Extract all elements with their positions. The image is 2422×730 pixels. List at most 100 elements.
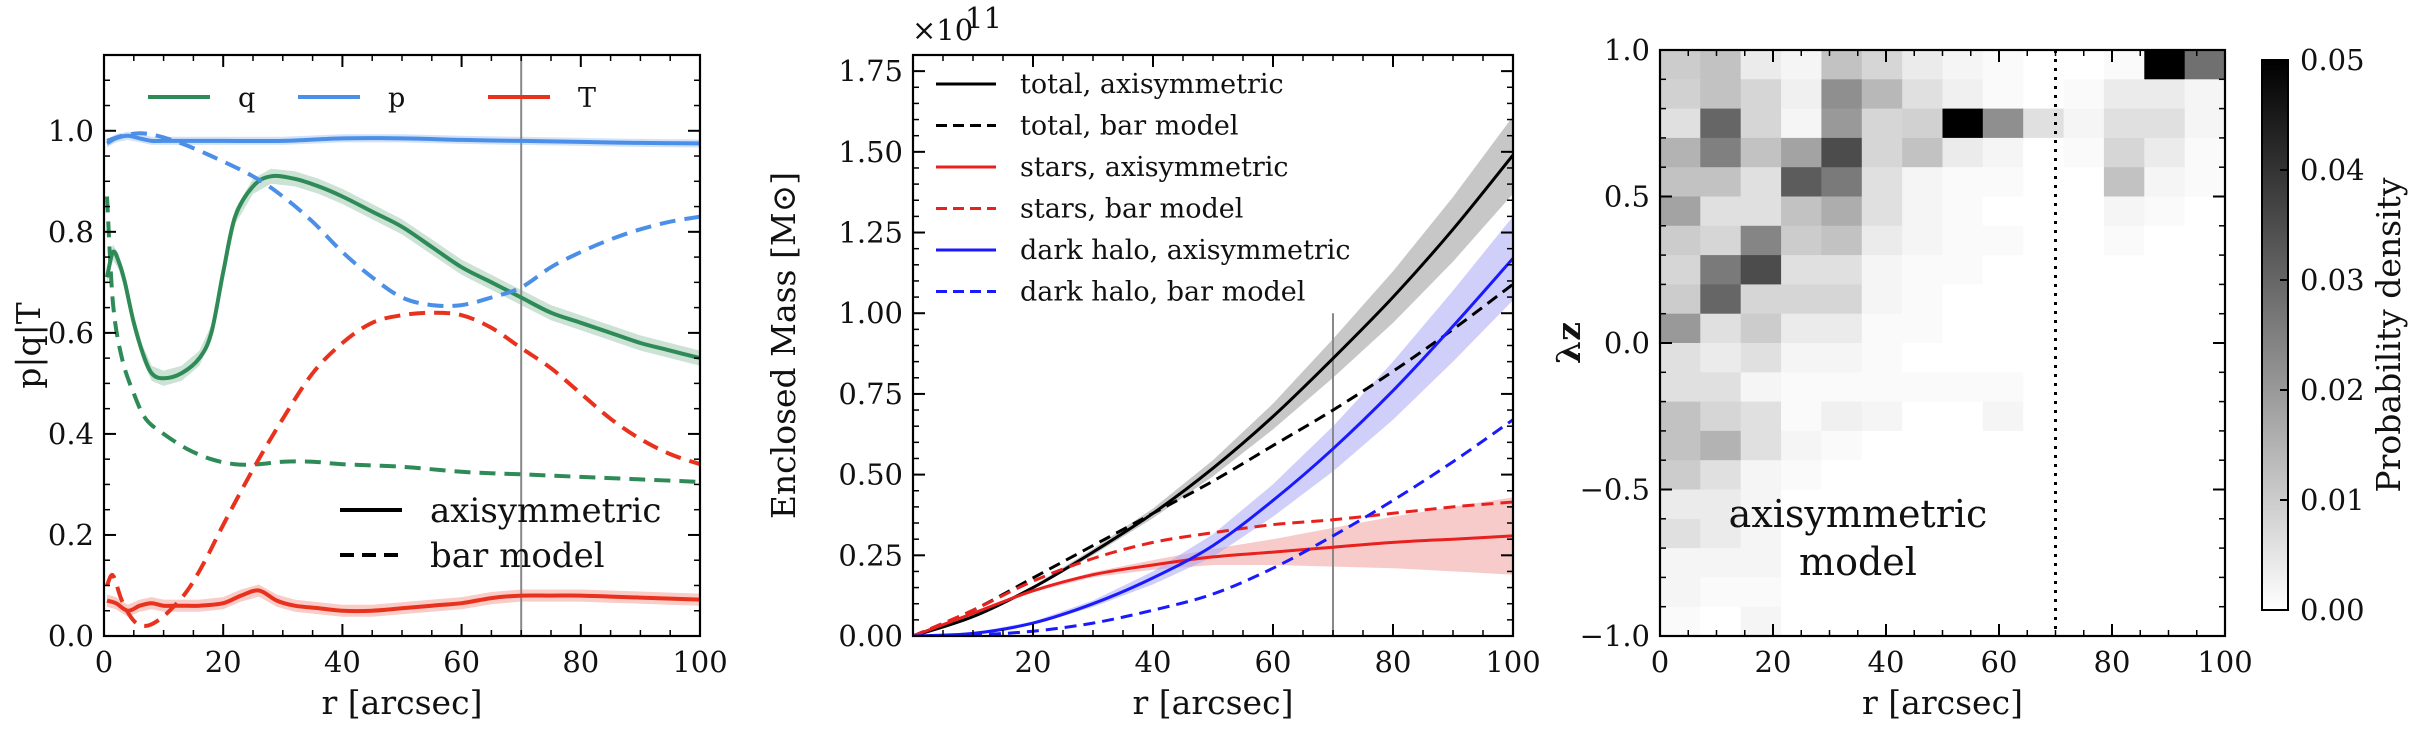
heatmap-cell bbox=[1821, 518, 1863, 549]
heatmap-cell bbox=[2023, 255, 2065, 285]
heatmap-cell bbox=[2023, 548, 2065, 578]
heatmap-cell bbox=[1821, 606, 1863, 636]
heatmap-cell bbox=[1660, 167, 1701, 198]
heatmap-cell bbox=[1781, 372, 1822, 403]
heatmap-cell bbox=[1902, 284, 1944, 315]
heatmap-cell bbox=[1982, 489, 2024, 520]
y-tick-label: 1.50 bbox=[838, 135, 903, 169]
heatmap-cell bbox=[2063, 79, 2105, 110]
y-axis-label: Enclosed Mass [M⊙] bbox=[764, 172, 803, 519]
heatmap-cell bbox=[1700, 343, 1742, 373]
heatmap-cell bbox=[1740, 284, 1782, 315]
heatmap-cell bbox=[1781, 489, 1822, 520]
heatmap-cell bbox=[2103, 548, 2145, 578]
series-line-T-axisymmetric bbox=[106, 588, 700, 614]
heatmap-cell bbox=[1740, 606, 1782, 636]
y-tick-label: 1.0 bbox=[1604, 33, 1650, 67]
heatmap-cell bbox=[1902, 606, 1944, 636]
colorbar-label: Probability density bbox=[2369, 177, 2408, 492]
heatmap-cell bbox=[2184, 196, 2225, 227]
heatmap-cell bbox=[1821, 577, 1863, 608]
heatmap-cell bbox=[1821, 284, 1863, 315]
x-tick-label: 20 bbox=[205, 645, 242, 679]
heatmap-cell bbox=[2144, 430, 2186, 461]
heatmap-cell bbox=[1781, 343, 1822, 373]
heatmap-cell bbox=[1740, 50, 1782, 80]
series-line-p-axisymmetric bbox=[105, 133, 700, 146]
heatmap-cell bbox=[1781, 430, 1822, 461]
band-q-axisymmetric bbox=[107, 168, 700, 386]
heatmap-cell bbox=[1861, 606, 1903, 636]
plot-area bbox=[913, 116, 1513, 636]
heatmap-cell bbox=[1902, 196, 1944, 227]
heatmap-cell bbox=[2144, 50, 2186, 80]
heatmap-cell bbox=[1740, 548, 1782, 578]
heatmap-cell bbox=[1982, 225, 2024, 256]
heatmap-cell bbox=[2144, 606, 2186, 636]
panel-shape-parameters: 0 20 40 60 80 100 0.0 0.2 0.4 0.6 0.8 1.0 r [arcsec]… bbox=[9, 53, 728, 722]
scale-multiplier: ×10 bbox=[912, 13, 973, 47]
heatmap-cell bbox=[1902, 167, 1944, 198]
heatmap-cell bbox=[2144, 167, 2186, 198]
heatmap-cell bbox=[1660, 548, 1701, 578]
heatmap-cell bbox=[1700, 50, 1742, 80]
heatmap-cell bbox=[2184, 79, 2225, 110]
heatmap-cell bbox=[2023, 606, 2065, 636]
heatmap-cell bbox=[2023, 50, 2065, 80]
heatmap-cell bbox=[1821, 79, 1863, 110]
panel-enclosed-mass: 20 40 60 80 100 0.00 0.25 0.50 0.75 1.00 1.25 1.50 1… bbox=[764, 1, 1541, 722]
y-tick-label: 1.0 bbox=[48, 114, 94, 148]
heatmap-cell bbox=[2184, 430, 2225, 461]
series-line-total-axisymmetric bbox=[913, 154, 1513, 636]
heatmap-cell bbox=[1861, 518, 1903, 549]
heatmap-cell bbox=[1740, 372, 1782, 403]
heatmap-cell bbox=[2023, 401, 2065, 432]
heatmap-cell bbox=[1700, 313, 1742, 344]
x-axis-label: r [arcsec] bbox=[1862, 683, 2023, 722]
heatmap-cell bbox=[2023, 460, 2065, 491]
heatmap-cell bbox=[1821, 167, 1863, 198]
y-tick-label: 0.0 bbox=[48, 619, 94, 653]
heatmap-cell bbox=[1660, 372, 1701, 403]
heatmap-cell bbox=[2023, 489, 2065, 520]
heatmap-cell bbox=[1861, 79, 1903, 110]
heatmap-cell bbox=[2023, 372, 2065, 403]
heatmap-cell bbox=[2144, 372, 2186, 403]
annotation-text: axisymmetric bbox=[1729, 492, 1988, 536]
legend-label-dark-halo-axisymmetric: dark halo, axisymmetric bbox=[1020, 235, 1351, 266]
heatmap-cell bbox=[1982, 255, 2024, 285]
heatmap-cell bbox=[2063, 137, 2105, 168]
heatmap-cell bbox=[1902, 372, 1944, 403]
heatmap-cell bbox=[1861, 460, 1903, 491]
heatmap-cell bbox=[1942, 137, 1984, 168]
heatmap-cell bbox=[2184, 548, 2225, 578]
heatmap-cell bbox=[1700, 167, 1742, 198]
heatmap-cell bbox=[1821, 137, 1863, 168]
heatmap-cell bbox=[1740, 108, 1782, 139]
heatmap-cell bbox=[1982, 313, 2024, 344]
heatmap-cell bbox=[1821, 225, 1863, 256]
heatmap-cell bbox=[2063, 255, 2105, 285]
heatmap-cell bbox=[1821, 430, 1863, 461]
heatmap-cell bbox=[1982, 167, 2024, 198]
heatmap-cell bbox=[2023, 137, 2065, 168]
heatmap-cell bbox=[2103, 489, 2145, 520]
heatmap-cell bbox=[2023, 196, 2065, 227]
heatmap-cell bbox=[1740, 489, 1782, 520]
x-tick-label: 40 bbox=[324, 645, 361, 679]
heatmap-cell bbox=[2103, 79, 2145, 110]
heatmap-cell bbox=[1942, 284, 1984, 315]
heatmap-cell bbox=[1861, 225, 1903, 256]
heatmap-cell bbox=[2103, 108, 2145, 139]
heatmap-cell bbox=[1700, 577, 1742, 608]
heatmap-cell bbox=[1902, 343, 1944, 373]
y-tick-label: 0.8 bbox=[48, 215, 94, 249]
heatmap-cell bbox=[2103, 255, 2145, 285]
heatmap-cell bbox=[1740, 577, 1782, 608]
heatmap-cell bbox=[1942, 401, 1984, 432]
heatmap-cell bbox=[2063, 284, 2105, 315]
heatmap-cell bbox=[1781, 577, 1822, 608]
heatmap-cell bbox=[1660, 401, 1701, 432]
heatmap-cell bbox=[1781, 255, 1822, 285]
x-tick-label: 100 bbox=[1485, 645, 1540, 679]
